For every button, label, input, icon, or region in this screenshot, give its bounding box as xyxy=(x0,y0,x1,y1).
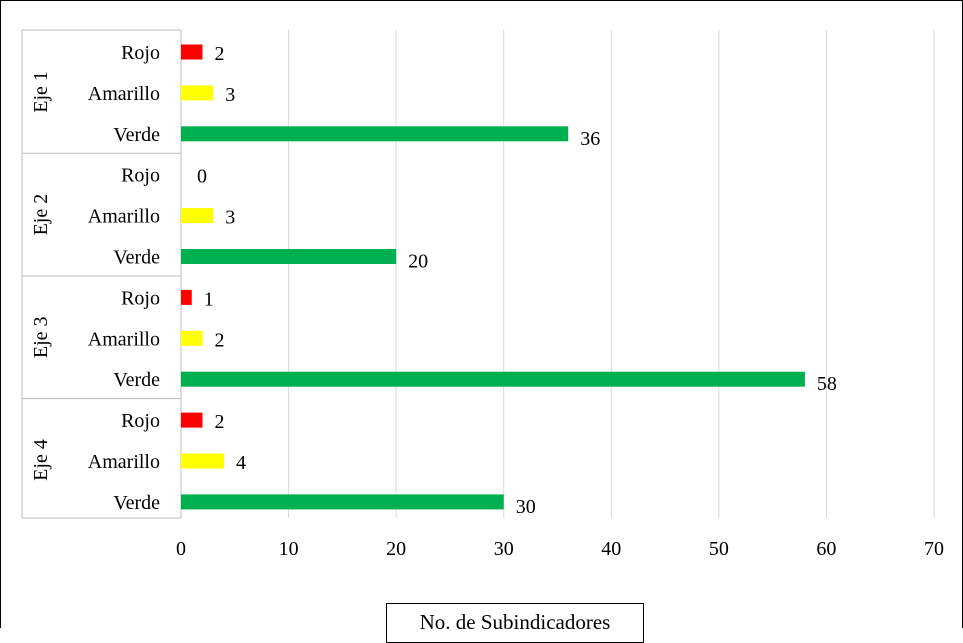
data-label: 2 xyxy=(215,411,225,433)
group-label: Eje 4 xyxy=(30,439,52,481)
bar-amarillo xyxy=(181,453,225,469)
category-label: Verde xyxy=(113,247,160,269)
category-label: Rojo xyxy=(121,165,160,187)
bar-amarillo xyxy=(181,85,214,101)
data-label: 4 xyxy=(236,452,246,474)
x-tick-label: 20 xyxy=(386,538,406,560)
category-label: Verde xyxy=(113,492,160,514)
data-label: 58 xyxy=(817,373,837,395)
data-label: 3 xyxy=(225,84,235,106)
bar-verde xyxy=(181,126,569,142)
data-label: 0 xyxy=(197,166,207,188)
category-label: Amarillo xyxy=(88,83,160,105)
category-label: Rojo xyxy=(121,410,160,432)
data-label: 2 xyxy=(215,329,225,351)
data-label: 2 xyxy=(215,43,225,65)
x-tick-label: 60 xyxy=(816,538,836,560)
category-label: Amarillo xyxy=(88,328,160,350)
x-tick-label: 10 xyxy=(279,538,299,560)
category-label: Amarillo xyxy=(88,451,160,473)
x-tick-label: 40 xyxy=(601,538,621,560)
bar-rojo xyxy=(181,412,203,428)
bar-rojo xyxy=(181,289,192,305)
data-label: 1 xyxy=(204,288,214,310)
x-tick-label: 0 xyxy=(176,538,186,560)
data-label: 20 xyxy=(408,251,428,273)
x-tick-label: 30 xyxy=(494,538,514,560)
bar-verde xyxy=(181,249,397,264)
group-label: Eje 2 xyxy=(30,194,52,236)
x-tick-label: 70 xyxy=(924,538,944,560)
x-tick-label: 50 xyxy=(709,538,729,560)
data-label: 36 xyxy=(580,128,600,150)
category-label: Rojo xyxy=(121,42,160,64)
category-label: Rojo xyxy=(121,287,160,309)
data-label: 3 xyxy=(225,207,235,229)
group-label: Eje 1 xyxy=(30,71,52,113)
category-label: Verde xyxy=(113,369,160,391)
group-label: Eje 3 xyxy=(30,316,52,358)
bar-rojo xyxy=(181,44,203,60)
x-axis-title: No. de Subindicadores xyxy=(386,603,644,643)
bar-verde xyxy=(181,371,805,387)
bar-chart: Eje 1 Rojo 2 Amarillo 3 Verde 36 Eje 2 Rojo 0 Amar… xyxy=(0,0,963,560)
bar-amarillo xyxy=(181,208,214,224)
category-label: Verde xyxy=(113,124,160,146)
data-label: 30 xyxy=(516,496,536,518)
bar-amarillo xyxy=(181,330,203,346)
bar-verde xyxy=(181,494,504,510)
category-label: Amarillo xyxy=(88,206,160,228)
